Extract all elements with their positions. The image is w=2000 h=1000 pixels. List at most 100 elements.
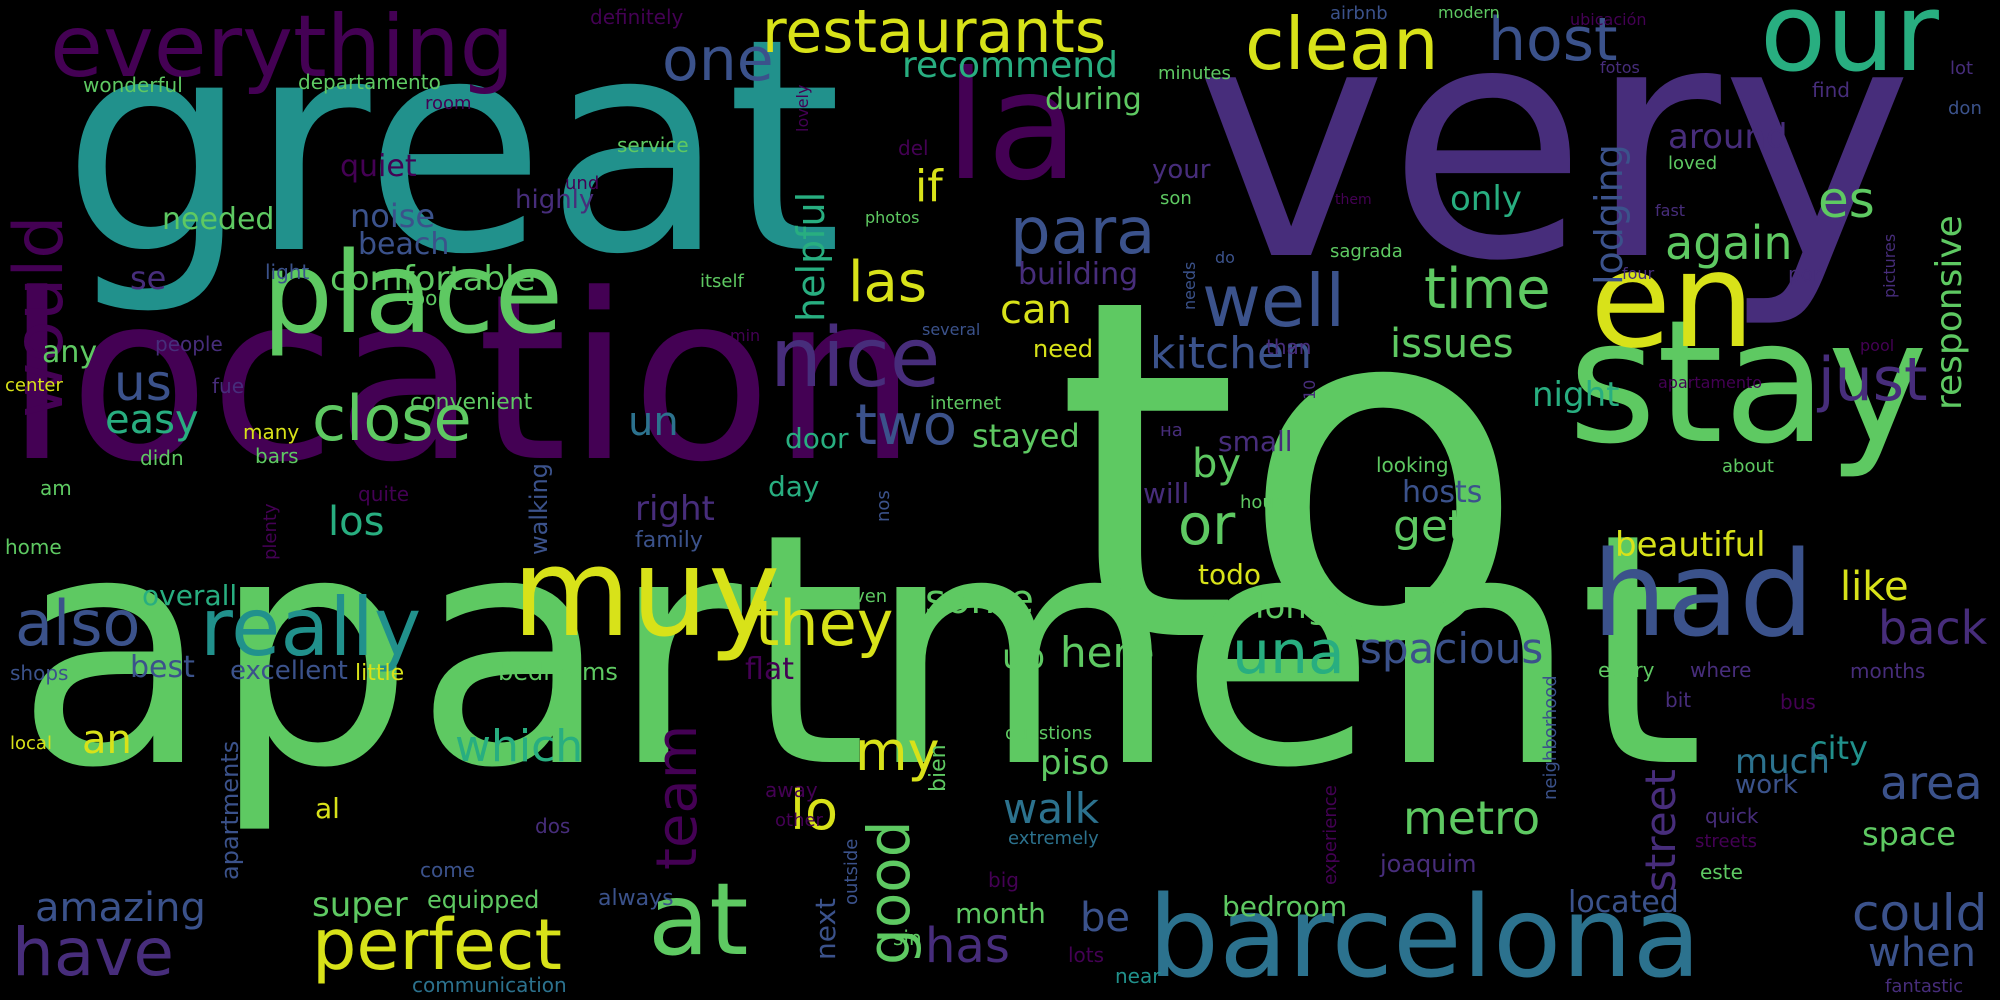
word-really: really — [200, 581, 422, 674]
word-will: will — [1143, 477, 1190, 510]
word-be: be — [1080, 895, 1130, 941]
word-us: us — [114, 354, 172, 412]
word-fotos: fotos — [1600, 58, 1640, 77]
word-where: where — [1690, 658, 1752, 682]
word-nice: nice — [770, 311, 941, 406]
word-por: por — [1788, 262, 1822, 286]
word-easy: easy — [105, 397, 199, 443]
word-bien: bien — [926, 744, 951, 792]
word-walking: walking — [525, 462, 553, 555]
word-flat: flat — [745, 652, 795, 687]
word-come: come — [420, 858, 476, 882]
word-questions: questions — [1005, 723, 1093, 744]
word-them: them — [1335, 192, 1372, 208]
word-nos: nos — [873, 490, 894, 522]
word-find: find — [1812, 78, 1850, 102]
word-host: host — [1488, 5, 1618, 75]
word-time: time — [1424, 257, 1551, 322]
word-near: near — [1115, 964, 1161, 988]
word-fantastic: fantastic — [1885, 976, 1964, 997]
word-sin: sin — [893, 926, 922, 950]
word-just: just — [1818, 345, 1928, 415]
word-month: month — [955, 897, 1046, 930]
word-neighborhood: neighborhood — [1540, 675, 1561, 800]
word-clean: clean — [1245, 2, 1439, 86]
word-everything: everything — [50, 0, 515, 97]
word-by: by — [1192, 441, 1242, 487]
word-one: one — [662, 25, 774, 95]
word-some: some — [925, 577, 1034, 623]
word-extremely: extremely — [1008, 828, 1099, 849]
word-barcelona: barcelona — [1148, 873, 1702, 1000]
word-este: este — [1700, 860, 1743, 884]
word-four: four — [1622, 264, 1655, 283]
word-room: room — [425, 93, 472, 114]
word-can: can — [1000, 287, 1072, 333]
word-und: und — [565, 173, 600, 194]
word-un: un — [628, 399, 679, 445]
word-has: has — [925, 918, 1010, 974]
word-stayed: stayed — [972, 417, 1080, 455]
word-great: great — [62, 0, 842, 319]
word-minutes: minutes — [1158, 63, 1231, 84]
word-kitchen: kitchen — [1150, 328, 1312, 379]
word-al: al — [315, 792, 340, 825]
word-dos: dos — [535, 814, 571, 838]
word-your: your — [1152, 155, 1211, 185]
word-internet: internet — [930, 393, 1002, 414]
word-place: place — [262, 229, 564, 359]
word-на: на — [1160, 420, 1183, 441]
word-if: if — [915, 161, 943, 212]
word-team: team — [645, 724, 710, 870]
word-spacious: spacious — [1360, 624, 1544, 673]
word-quick: quick — [1705, 804, 1759, 828]
word-shops: shops — [10, 661, 69, 685]
word-big: big — [988, 868, 1019, 892]
word-stay: stay — [1568, 284, 1929, 482]
word-during: during — [1045, 82, 1142, 117]
word-don: don — [1948, 98, 1982, 119]
word-am: am — [40, 476, 72, 500]
word-when: when — [1868, 930, 1977, 976]
word-son: son — [1160, 188, 1192, 209]
word-too: too — [405, 286, 438, 310]
word-much: much — [1735, 742, 1830, 782]
word-any: any — [42, 335, 98, 370]
word-definitely: definitely — [590, 5, 684, 29]
word-two: two — [855, 393, 958, 458]
word-or: or — [1178, 493, 1236, 558]
word-here: here — [1060, 628, 1155, 677]
word-service: service — [617, 133, 689, 157]
word-up: up — [1002, 637, 1046, 677]
word-airbnb: airbnb — [1330, 3, 1388, 24]
word-bit: bit — [1665, 688, 1692, 712]
word-city: city — [1810, 729, 1868, 767]
word-departamento: departamento — [298, 70, 441, 94]
word-long: long — [1255, 587, 1329, 627]
word-recommend: recommend — [902, 45, 1118, 86]
word-metro: metro — [1403, 791, 1541, 845]
word-quiet: quiet — [340, 149, 417, 184]
word-quite: quite — [358, 482, 410, 506]
word-ubicación: ubicación — [1570, 10, 1647, 29]
word-hours: hours — [1240, 492, 1291, 513]
word-area: area — [1880, 756, 1983, 810]
word-la: la — [945, 40, 1079, 214]
word-lot: lot — [1950, 58, 1974, 79]
word-los: los — [328, 499, 385, 545]
word-en: en — [1590, 224, 1755, 378]
word-convenient: convenient — [410, 390, 533, 415]
word-pictures: pictures — [1880, 233, 1899, 298]
word-wonderful: wonderful — [83, 73, 183, 97]
word-beach: beach — [358, 227, 450, 262]
word-even: even — [843, 586, 888, 607]
word-little: little — [355, 661, 405, 686]
word-highly: highly — [515, 185, 595, 215]
word-night: night — [1532, 375, 1620, 415]
word-every: every — [1598, 658, 1655, 682]
word-experience: experience — [1320, 785, 1341, 885]
word-at: at — [648, 861, 749, 978]
word-itself: itself — [700, 271, 744, 292]
word-local: local — [10, 733, 52, 754]
word-helpful: helpful — [789, 191, 833, 322]
